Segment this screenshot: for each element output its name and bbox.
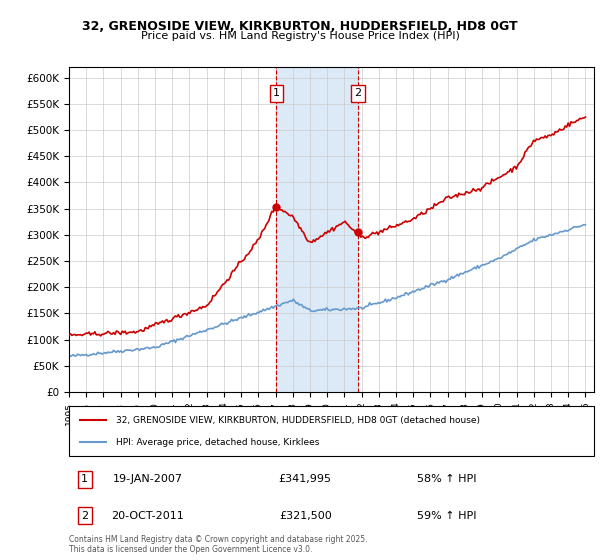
Text: 19-JAN-2007: 19-JAN-2007: [113, 474, 183, 484]
Text: £341,995: £341,995: [279, 474, 332, 484]
Text: Price paid vs. HM Land Registry's House Price Index (HPI): Price paid vs. HM Land Registry's House …: [140, 31, 460, 41]
Text: 1: 1: [81, 474, 88, 484]
Text: 20-OCT-2011: 20-OCT-2011: [112, 511, 184, 521]
Text: 59% ↑ HPI: 59% ↑ HPI: [417, 511, 477, 521]
Text: Contains HM Land Registry data © Crown copyright and database right 2025.
This d: Contains HM Land Registry data © Crown c…: [69, 535, 367, 554]
Text: 32, GRENOSIDE VIEW, KIRKBURTON, HUDDERSFIELD, HD8 0GT: 32, GRENOSIDE VIEW, KIRKBURTON, HUDDERSF…: [82, 20, 518, 32]
Bar: [277, 67, 358, 392]
Text: 1: 1: [273, 88, 280, 99]
Text: 58% ↑ HPI: 58% ↑ HPI: [417, 474, 477, 484]
FancyBboxPatch shape: [69, 406, 594, 456]
Text: 32, GRENOSIDE VIEW, KIRKBURTON, HUDDERSFIELD, HD8 0GT (detached house): 32, GRENOSIDE VIEW, KIRKBURTON, HUDDERSF…: [116, 416, 480, 424]
Text: HPI: Average price, detached house, Kirklees: HPI: Average price, detached house, Kirk…: [116, 438, 320, 447]
Text: 2: 2: [355, 88, 362, 99]
Text: £321,500: £321,500: [279, 511, 332, 521]
Text: 2: 2: [81, 511, 88, 521]
